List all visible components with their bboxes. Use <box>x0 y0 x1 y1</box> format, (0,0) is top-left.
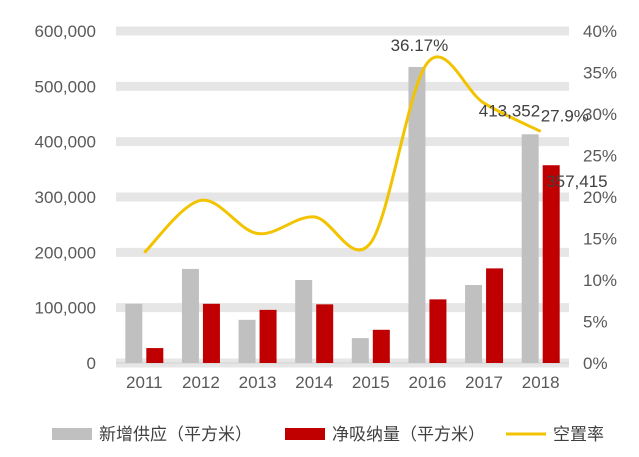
x-tick-label: 2014 <box>295 373 333 392</box>
x-tick-label: 2018 <box>522 373 560 392</box>
vacancy-rate-line <box>143 55 542 254</box>
right-tick-label: 20% <box>583 188 617 207</box>
left-tick-label: 500,000 <box>35 77 96 96</box>
right-tick-label: 10% <box>583 271 617 290</box>
left-tick-label: 0 <box>87 354 96 373</box>
absorption-bar-2016 <box>429 299 447 363</box>
absorption-bar-2011 <box>146 348 164 363</box>
legend-swatch <box>52 428 92 440</box>
x-tick-label: 2017 <box>465 373 503 392</box>
absorption-bar-2013 <box>259 309 277 363</box>
x-tick-label: 2013 <box>239 373 277 392</box>
data-label: 357,415 <box>546 172 607 191</box>
left-tick-label: 300,000 <box>35 188 96 207</box>
supply-bar-2018 <box>521 134 539 363</box>
absorption-bar-2014 <box>316 304 334 363</box>
supply-bar-2015 <box>351 338 369 363</box>
x-tick-label: 2015 <box>352 373 390 392</box>
legend-label: 空置率 <box>553 425 604 444</box>
right-tick-label: 35% <box>583 64 617 83</box>
absorption-bar-2018 <box>542 165 560 363</box>
left-tick-label: 200,000 <box>35 243 96 262</box>
vacancy-line-layer <box>143 55 542 254</box>
x-axis-ticks: 2011 2012 2013 2014 2015 2016 2017 2018 <box>126 373 560 392</box>
supply-bar-2011 <box>125 303 143 363</box>
left-tick-label: 100,000 <box>35 299 96 318</box>
x-tick-label: 2011 <box>126 373 163 392</box>
left-tick-label: 600,000 <box>35 22 96 41</box>
x-tick-label: 2012 <box>182 373 220 392</box>
legend-swatch <box>285 428 325 440</box>
legend-label: 新增供应（平方米） <box>99 425 252 444</box>
right-tick-label: 0% <box>583 354 608 373</box>
supply-bar-2014 <box>295 280 313 363</box>
right-tick-label: 40% <box>583 22 617 41</box>
absorption-bar-2015 <box>372 329 390 363</box>
right-axis-ticks: 0% 5% 10% 15% 20% 25% 30% 35% 40% <box>583 22 617 373</box>
bars <box>125 66 560 363</box>
right-tick-label: 25% <box>583 147 617 166</box>
supply-bar-2016 <box>408 66 426 363</box>
data-labels: 36.17% 27.9%413,352 357,415 <box>391 36 608 191</box>
data-label: 27.9% <box>541 106 589 125</box>
right-tick-label: 30% <box>583 105 617 124</box>
legend-label: 净吸纳量（平方米） <box>332 425 485 444</box>
supply-bar-2017 <box>465 284 483 363</box>
supply-bar-2013 <box>238 319 256 363</box>
supply-bar-2012 <box>181 268 199 363</box>
absorption-bar-2012 <box>202 303 220 363</box>
right-tick-label: 5% <box>583 313 608 332</box>
right-tick-label: 15% <box>583 230 617 249</box>
data-label: 36.17% <box>391 36 449 55</box>
legend: 新增供应（平方米） 净吸纳量（平方米） 空置率 <box>52 425 604 444</box>
data-label: 413,352 <box>479 101 540 120</box>
absorption-bar-2017 <box>486 268 504 363</box>
x-tick-label: 2016 <box>409 373 447 392</box>
left-tick-label: 400,000 <box>35 133 96 152</box>
left-axis-ticks: 0 100,000 200,000 300,000 400,000 500,000 600,… <box>35 22 96 373</box>
